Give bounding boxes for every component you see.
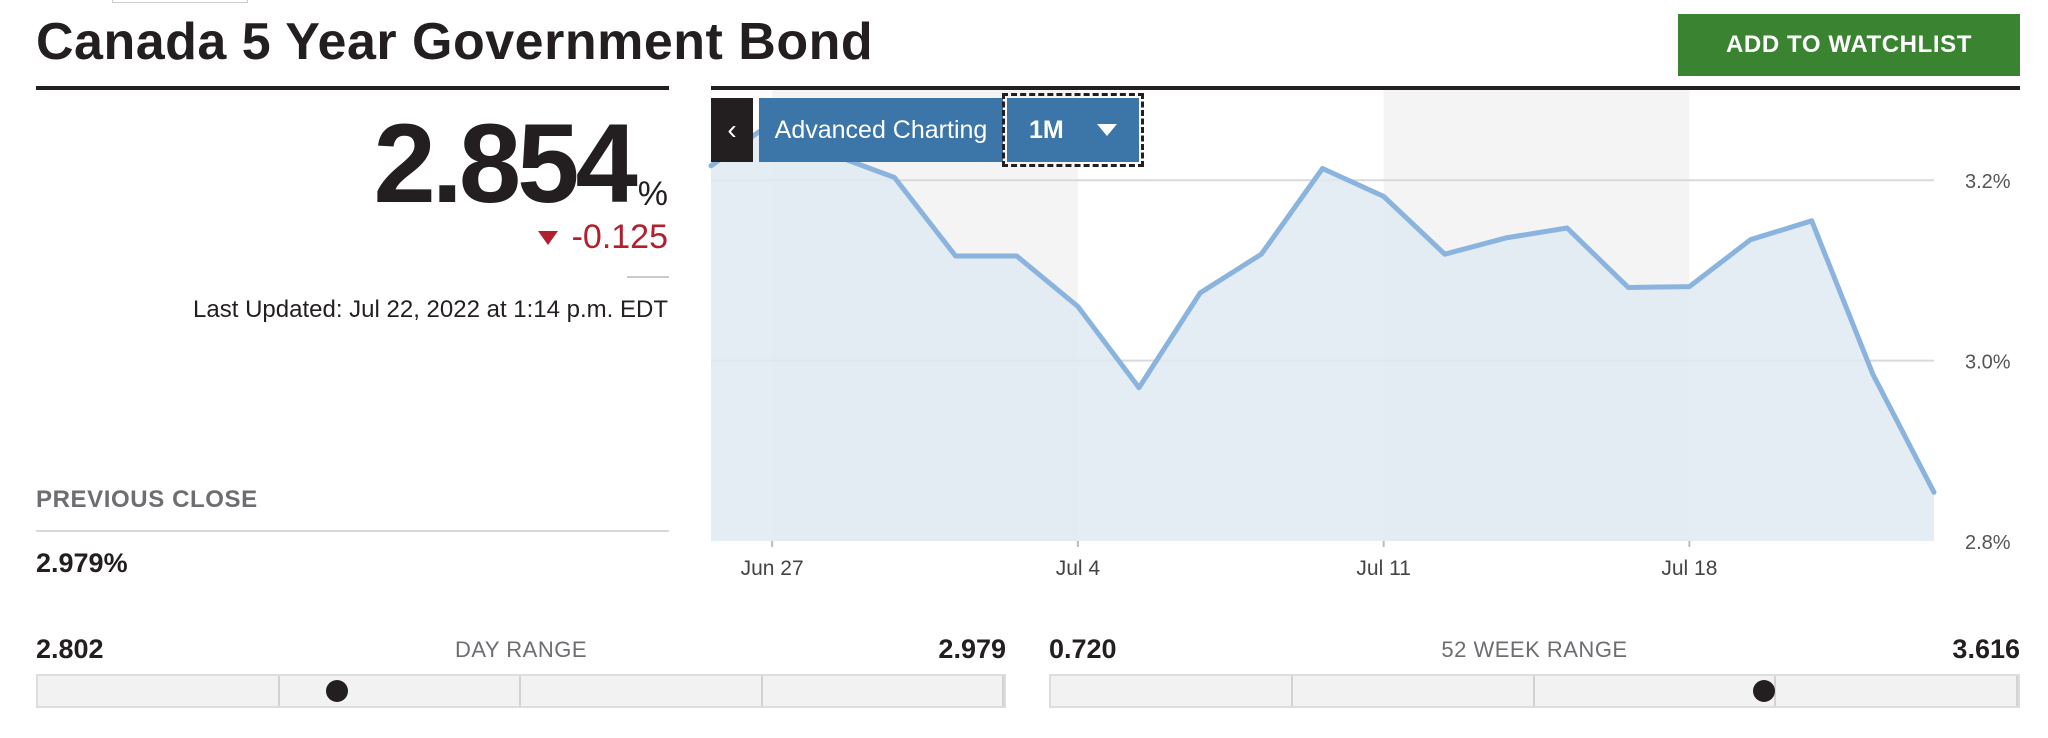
price-display: 2.854 %: [373, 108, 668, 220]
time-range-value: 1M: [1029, 115, 1064, 144]
left-heading-rule: [36, 86, 669, 90]
y-tick-label: 2.8%: [1965, 532, 2011, 554]
top-tab-edge: [112, 0, 248, 3]
down-arrow-icon: [537, 230, 558, 245]
range-segment: [1535, 676, 1777, 706]
caret-down-icon: [1097, 124, 1117, 136]
range-segment: [1293, 676, 1535, 706]
week52-range-marker: [1752, 680, 1775, 702]
price-change-value: -0.125: [571, 218, 668, 256]
price-value: 2.854: [373, 101, 637, 226]
week52-range-label: 52 WEEK RANGE: [1441, 637, 1628, 662]
week52-range: 0.720 52 WEEK RANGE 3.616: [1049, 634, 2020, 716]
divider: [627, 276, 669, 278]
range-segment: [280, 676, 521, 706]
y-tick-label: 3.2%: [1965, 171, 2011, 193]
previous-close-value: 2.979%: [36, 548, 128, 578]
day-range-low: 2.802: [36, 634, 104, 664]
last-updated: Last Updated: Jul 22, 2022 at 1:14 p.m. …: [193, 296, 668, 323]
x-tick-label: Jul 18: [1661, 557, 1717, 580]
range-segment: [1051, 676, 1293, 706]
area-fill: [711, 122, 1934, 541]
range-segment: [763, 676, 1004, 706]
chevron-left-icon: ‹: [727, 114, 737, 145]
day-range-bar: [36, 674, 1006, 708]
previous-close-rule: [36, 530, 669, 532]
chart-heading-rule: [711, 86, 2020, 90]
time-range-dropdown[interactable]: 1M: [1002, 93, 1144, 167]
price-change: -0.125: [537, 218, 668, 257]
price-line: [708, 120, 1937, 495]
previous-close-label: PREVIOUS CLOSE: [36, 486, 258, 513]
advanced-charting-button[interactable]: Advanced Charting: [759, 98, 1003, 162]
range-segment: [521, 676, 763, 706]
y-tick-label: 3.0%: [1965, 352, 2011, 374]
chart-back-button[interactable]: ‹: [711, 98, 753, 162]
x-tick-label: Jul 4: [1056, 557, 1101, 580]
price-chart[interactable]: 3.2% 3.0% 2.8% Jun 27 Jul 4 Jul 11 Jul 18: [0, 0, 2048, 600]
x-tick-label: Jul 11: [1356, 557, 1410, 580]
day-range-marker: [326, 680, 349, 702]
day-range: 2.802 DAY RANGE 2.979: [36, 634, 1006, 716]
range-segment: [38, 676, 280, 706]
chart-controls: ‹ Advanced Charting 1M: [711, 93, 1144, 167]
range-segment: [1776, 676, 2018, 706]
week52-range-high: 3.616: [1952, 634, 2020, 664]
price-unit: %: [637, 175, 668, 213]
day-range-high: 2.979: [938, 634, 1006, 664]
day-range-label: DAY RANGE: [454, 637, 588, 662]
week52-range-bar: [1049, 674, 2020, 708]
add-to-watchlist-button[interactable]: ADD TO WATCHLIST: [1678, 14, 2020, 76]
page-title: Canada 5 Year Government Bond: [36, 13, 874, 71]
x-tick-label: Jun 27: [741, 557, 804, 580]
week52-range-low: 0.720: [1049, 634, 1117, 664]
